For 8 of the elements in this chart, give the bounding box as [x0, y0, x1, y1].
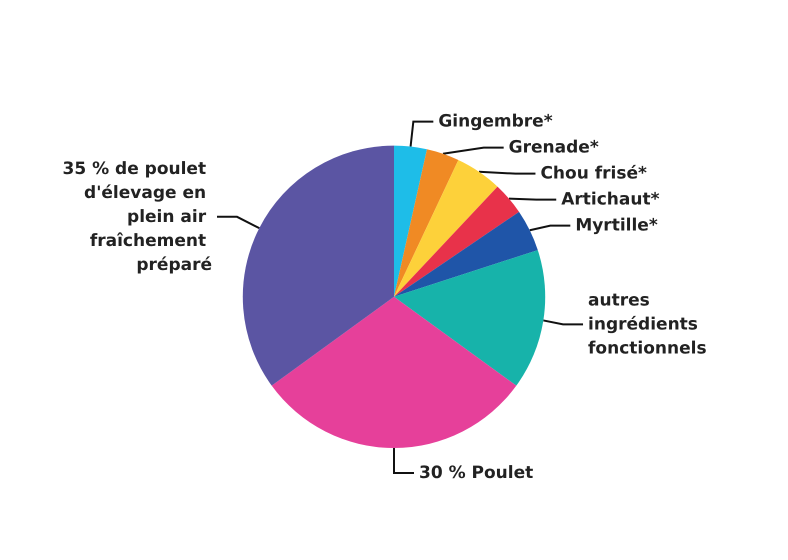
slice-label: 35 % de poulet d'élevage en plein air fraîchement préparé: [62, 158, 212, 275]
slice-label: Artichaut*: [561, 190, 660, 210]
slice-label: Gingembre*: [438, 112, 553, 132]
slice-label: 30 % Poulet: [419, 463, 534, 483]
slice-label: Chou frisé*: [540, 164, 647, 184]
slice-label: autres ingrédients fonctionnels: [588, 290, 707, 358]
slice-label: Grenade*: [508, 138, 599, 158]
slice-label: Myrtille*: [575, 216, 658, 236]
